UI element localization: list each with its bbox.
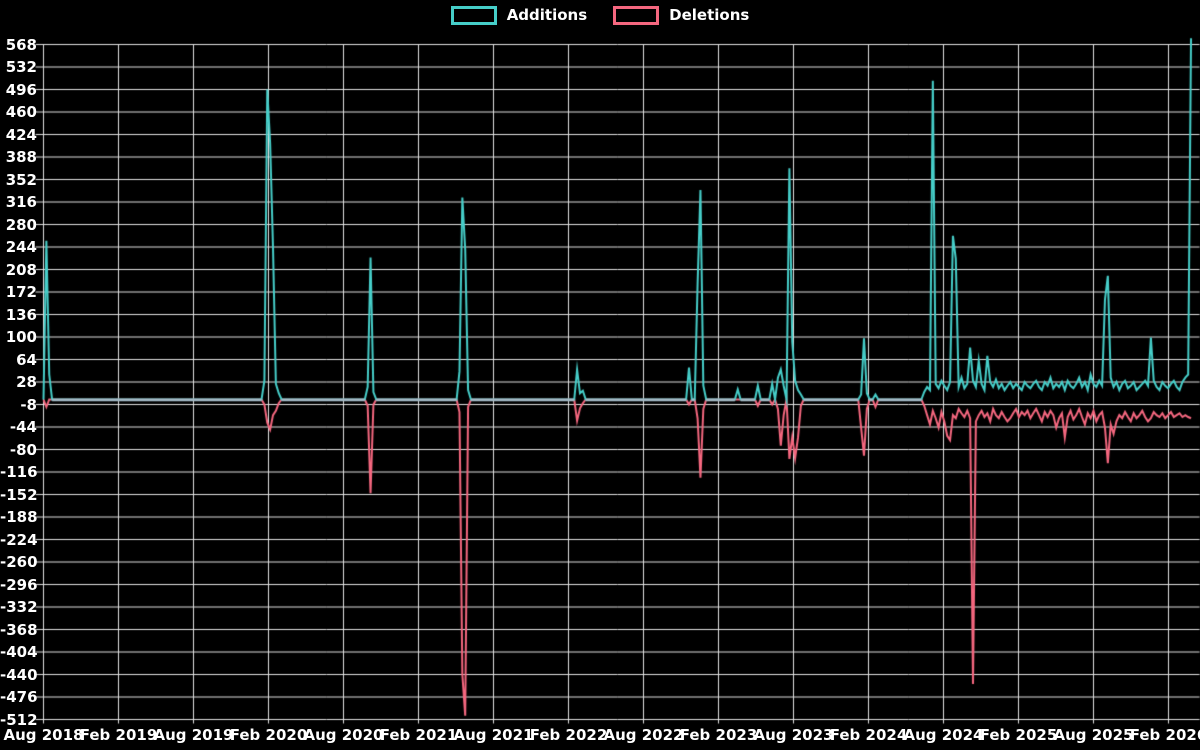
x-axis-tick-label: Aug 2018 xyxy=(3,726,84,744)
y-axis-tick-label: 460 xyxy=(5,103,37,121)
y-axis-tick-label: 316 xyxy=(5,193,37,211)
y-axis-tick-label: -44 xyxy=(9,418,37,436)
y-axis-tick-label: 532 xyxy=(5,58,37,76)
y-axis-tick-label: -188 xyxy=(0,508,38,526)
x-axis-tick-label: Aug 2023 xyxy=(753,726,834,744)
y-axis-tick-label: -440 xyxy=(0,665,38,684)
y-axis-tick-label: -512 xyxy=(0,710,38,729)
x-axis-tick-label: Aug 2024 xyxy=(903,726,984,744)
y-axis-tick-label: -80 xyxy=(9,440,37,459)
y-axis-tick-label: 244 xyxy=(5,238,37,256)
x-axis-tick-label: Feb 2020 xyxy=(229,726,308,744)
y-axis-tick-label: 208 xyxy=(5,260,37,279)
y-axis-tick-label: 388 xyxy=(5,148,37,166)
x-axis-tick-label: Aug 2025 xyxy=(1053,726,1134,744)
y-axis-tick-label: -332 xyxy=(0,598,38,616)
y-axis-tick-label: -404 xyxy=(0,643,38,661)
x-axis-tick-label: Aug 2022 xyxy=(603,726,684,744)
y-axis-tick-label: -368 xyxy=(0,620,38,639)
y-axis-tick-label: 352 xyxy=(5,170,37,189)
y-axis-tick-label: 424 xyxy=(5,125,37,144)
y-axis-tick-label: 172 xyxy=(5,283,37,301)
y-axis-tick-label: -116 xyxy=(0,463,38,481)
additions-swatch-icon xyxy=(450,6,497,25)
x-axis-tick-label: Feb 2023 xyxy=(679,726,758,744)
chart-legend: Additions Deletions xyxy=(0,6,1200,25)
y-axis-tick-label: -476 xyxy=(0,688,38,706)
y-axis-tick-label: 28 xyxy=(16,373,37,391)
x-axis-tick-label: Feb 2024 xyxy=(829,726,908,744)
x-axis-tick-label: Feb 2019 xyxy=(79,726,158,744)
y-axis-tick-label: 100 xyxy=(5,328,37,346)
legend-item-additions[interactable]: Additions xyxy=(450,6,588,25)
deletions-swatch-icon xyxy=(613,6,660,25)
legend-label-additions: Additions xyxy=(506,6,588,24)
y-axis-tick-label: 280 xyxy=(5,215,37,234)
y-axis-tick-label: -224 xyxy=(0,530,38,549)
legend-label-deletions: Deletions xyxy=(669,6,750,24)
y-axis-tick-label: -260 xyxy=(0,553,38,571)
x-axis-tick-label: Feb 2025 xyxy=(979,726,1058,744)
y-axis-tick-label: 136 xyxy=(5,305,37,324)
y-axis-tick-label: 568 xyxy=(5,35,37,54)
y-axis-tick-label: -152 xyxy=(0,485,38,504)
x-axis-tick-label: Feb 2022 xyxy=(529,726,608,744)
x-axis-tick-label: Feb 2021 xyxy=(379,726,458,744)
y-axis-tick-label: 496 xyxy=(5,80,37,99)
y-axis-tick-label: 64 xyxy=(16,350,37,369)
x-axis-tick-label: Aug 2019 xyxy=(153,726,234,744)
x-axis-tick-label: Aug 2020 xyxy=(303,726,384,744)
y-axis-tick-label: -8 xyxy=(20,395,37,414)
x-axis-tick-label: Aug 2021 xyxy=(453,726,534,744)
legend-item-deletions[interactable]: Deletions xyxy=(613,6,749,25)
y-axis-tick-label: -296 xyxy=(0,575,38,594)
x-axis-tick-label: Feb 2026 xyxy=(1129,726,1200,744)
